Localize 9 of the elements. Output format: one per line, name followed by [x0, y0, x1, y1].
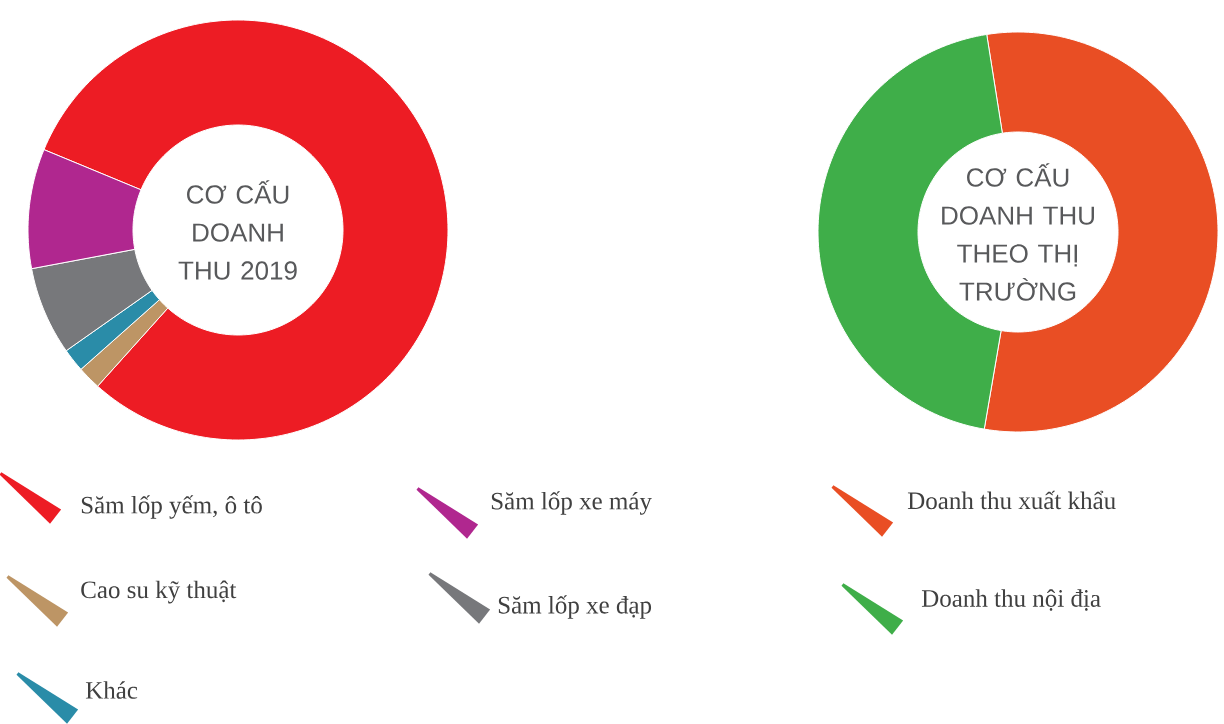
text: CƠ CẤU DOANH THU THEO THỊ TRƯỜNG — [942, 163, 1094, 301]
legend-label: Săm lốp xe đạp — [498, 595, 652, 619]
text: CƠ CẤU DOANH THU 2019 — [178, 180, 297, 280]
legend-label: Doanh thu nội địa — [921, 589, 1101, 611]
legend-label: Săm lốp xe máy — [491, 491, 652, 515]
legend-label: Săm lốp yếm, ô tô — [81, 495, 262, 519]
legend-label: Doanh thu xuất khẩu — [907, 490, 1116, 510]
legend-label: Khác — [85, 681, 138, 699]
legend-label: Cao su kỹ thuật — [81, 580, 237, 604]
